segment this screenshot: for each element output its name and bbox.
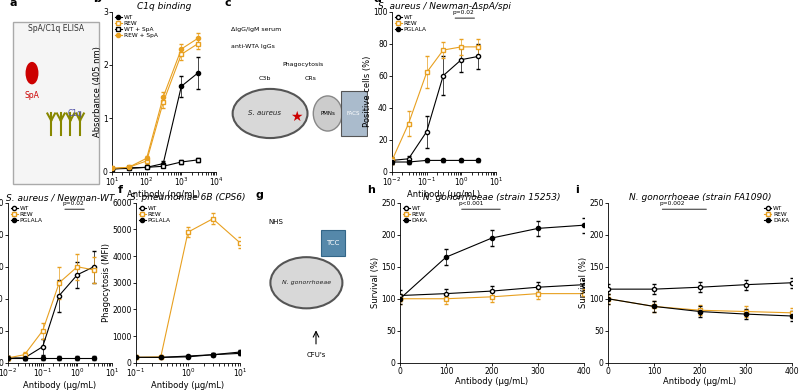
Title: N. gonorrhoeae (strain FA1090): N. gonorrhoeae (strain FA1090) bbox=[629, 193, 771, 202]
Text: c: c bbox=[224, 0, 230, 8]
Text: NHS: NHS bbox=[268, 219, 283, 225]
X-axis label: Antibody (µg/mL): Antibody (µg/mL) bbox=[455, 377, 529, 386]
Y-axis label: Positive cells (%): Positive cells (%) bbox=[363, 56, 372, 128]
Y-axis label: Survival (%): Survival (%) bbox=[579, 257, 588, 308]
Text: a: a bbox=[10, 0, 18, 8]
Text: i: i bbox=[575, 185, 578, 195]
Text: TCC: TCC bbox=[326, 240, 339, 246]
Text: S. aureus: S. aureus bbox=[248, 110, 281, 117]
Text: C1q: C1q bbox=[68, 109, 82, 118]
Text: N. gonorrhoeae: N. gonorrhoeae bbox=[282, 280, 331, 285]
Ellipse shape bbox=[270, 257, 342, 308]
X-axis label: Antibody (ng/mL): Antibody (ng/mL) bbox=[127, 190, 201, 199]
Text: p<0.001: p<0.001 bbox=[459, 201, 484, 206]
Text: anti-WTA IgGs: anti-WTA IgGs bbox=[231, 44, 275, 49]
FancyBboxPatch shape bbox=[13, 22, 99, 184]
Text: FACS: FACS bbox=[347, 111, 360, 116]
X-axis label: Antibody (µg/mL): Antibody (µg/mL) bbox=[663, 377, 737, 386]
Circle shape bbox=[314, 96, 342, 131]
Text: SpA: SpA bbox=[25, 91, 39, 101]
FancyBboxPatch shape bbox=[321, 230, 345, 255]
Title: C1q binding: C1q binding bbox=[137, 2, 191, 11]
Text: g: g bbox=[256, 190, 264, 200]
Text: h: h bbox=[367, 185, 374, 195]
X-axis label: Antibody (µg/mL): Antibody (µg/mL) bbox=[151, 381, 225, 390]
Legend: WT, REW, PGLALA: WT, REW, PGLALA bbox=[395, 14, 426, 32]
Text: PMNs: PMNs bbox=[320, 111, 335, 116]
Text: ΔIgG/IgM serum: ΔIgG/IgM serum bbox=[231, 27, 282, 32]
Text: CRs: CRs bbox=[305, 76, 316, 81]
Title: S. aureus / Newman-ΔspA/spi: S. aureus / Newman-ΔspA/spi bbox=[378, 2, 510, 11]
Text: f: f bbox=[118, 185, 122, 195]
Text: Phagocytosis: Phagocytosis bbox=[282, 62, 324, 67]
Text: p=0.02: p=0.02 bbox=[62, 201, 84, 206]
Title: S. aureus / Newman-WT: S. aureus / Newman-WT bbox=[6, 193, 114, 202]
Legend: WT, REW, WT + SpA, REW + SpA: WT, REW, WT + SpA, REW + SpA bbox=[115, 14, 158, 37]
Text: b: b bbox=[94, 0, 101, 4]
Text: C3b: C3b bbox=[258, 76, 270, 81]
Text: ★: ★ bbox=[290, 110, 302, 124]
Y-axis label: Absorbance (405 nm): Absorbance (405 nm) bbox=[93, 46, 102, 137]
Y-axis label: Phagocytosis (MFI): Phagocytosis (MFI) bbox=[102, 243, 111, 322]
Text: SpA/C1q ELISA: SpA/C1q ELISA bbox=[28, 24, 84, 33]
Title: S. pneumoniae 6B (CPS6): S. pneumoniae 6B (CPS6) bbox=[130, 193, 246, 202]
Circle shape bbox=[26, 63, 38, 83]
Legend: WT, REW, PGLALA: WT, REW, PGLALA bbox=[139, 206, 170, 223]
X-axis label: Antibody (µg/mL): Antibody (µg/mL) bbox=[407, 190, 481, 199]
Text: p=0.02: p=0.02 bbox=[452, 10, 474, 15]
Text: CFU's: CFU's bbox=[306, 351, 326, 358]
Text: d: d bbox=[374, 0, 381, 4]
FancyBboxPatch shape bbox=[341, 90, 366, 136]
Ellipse shape bbox=[233, 89, 307, 138]
Text: p=0.002: p=0.002 bbox=[659, 201, 685, 206]
Legend: WT, REW, DAKA: WT, REW, DAKA bbox=[764, 206, 789, 223]
Y-axis label: Survival (%): Survival (%) bbox=[371, 257, 380, 308]
X-axis label: Antibody (µg/mL): Antibody (µg/mL) bbox=[23, 381, 97, 390]
Legend: WT, REW, DAKA: WT, REW, DAKA bbox=[403, 206, 428, 223]
Title: N. gonorrhoeae (strain 15253): N. gonorrhoeae (strain 15253) bbox=[423, 193, 561, 202]
Legend: WT, REW, PGLALA: WT, REW, PGLALA bbox=[11, 206, 42, 223]
